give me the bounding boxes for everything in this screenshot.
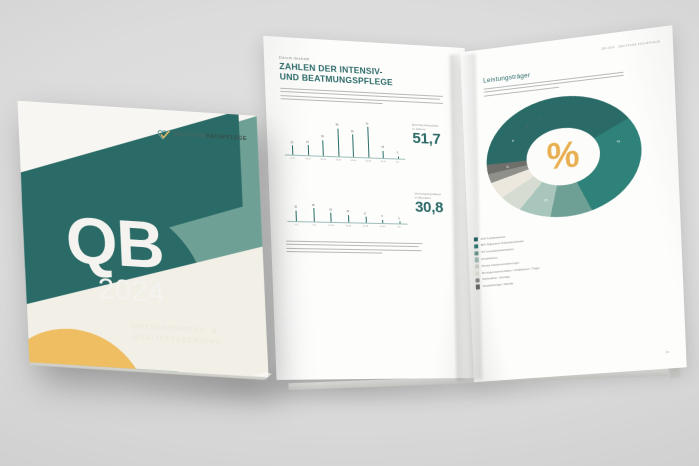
donut-chart-leistungstraeger: % 43 25 11 8 5 4 <box>484 87 645 225</box>
bar-chart-top-bars: 22 24 38 68 55 74 18 6 <box>283 113 405 159</box>
spread-page-right: QB 2024 · DEUTSCHE FACHPFLEGE Leistungst… <box>460 25 687 383</box>
brochure-front-cover: DEUTSCHE FACHPFLEGE QB 2024 UNTERNEHMENS… <box>17 100 272 381</box>
legend-label: Private Krankenversicherungen <box>481 261 520 268</box>
bar-value-label: 18 <box>381 147 385 150</box>
bar-category-label: 25-36 <box>345 224 352 227</box>
legend-label: Ersatzkassen <box>481 256 498 261</box>
cover-logo: DEUTSCHE FACHPFLEGE <box>157 127 247 144</box>
bar-chart-durchschnittsalter: 22 24 38 68 55 74 18 6 0-17 18-29 30-39 40-49 50-59… <box>283 113 406 164</box>
bar <box>382 150 384 159</box>
bar-category-label: 40-49 <box>335 158 342 162</box>
bar-value-label: 68 <box>335 124 339 127</box>
bar-category-label: 49-60 <box>379 225 386 228</box>
legend-label: Sozialhilfeträger / Beihilfe <box>482 282 514 289</box>
bar <box>292 145 294 155</box>
bar <box>330 212 332 222</box>
bar-category-label: 0-17 <box>290 157 295 160</box>
percent-symbol-icon: % <box>545 132 581 178</box>
bar-category-label: 50-59 <box>350 159 357 162</box>
bar-value-label: 6 <box>396 152 399 155</box>
right-page-runhead: QB 2024 · DEUTSCHE FACHPFLEGE <box>601 40 661 51</box>
bar-value-label: 9 <box>381 216 383 219</box>
bar-value-label: 38 <box>320 136 324 139</box>
bar <box>367 127 370 158</box>
cover-title: QB <box>64 202 165 283</box>
bar-chart-bottom-bars: 30 38 26 22 17 9 5 <box>286 186 408 224</box>
bar-category-label: 37-48 <box>362 225 369 228</box>
bar-category-label: 18-29 <box>305 157 311 160</box>
donut-slice-value: 8 <box>512 138 515 144</box>
left-page-intro-text <box>280 87 444 109</box>
bar <box>313 208 315 222</box>
bar-value-label: 38 <box>311 204 315 207</box>
donut-slice-value: 11 <box>505 164 510 169</box>
left-page-footnote-text <box>286 240 423 257</box>
left-page-kicker: Darum deshalb <box>278 55 310 62</box>
donut-slice-value: 25 <box>543 197 548 202</box>
legend-label: Selbstzahler / Sonstige <box>482 275 511 282</box>
right-page-number: 19 <box>665 349 670 355</box>
donut-slice-value: 43 <box>616 138 621 144</box>
legend-swatch <box>473 237 479 242</box>
bar-category-label: 0-6 <box>294 223 298 226</box>
legend-swatch <box>475 284 481 290</box>
legend-label: IKK Innungskrankenkassen <box>481 248 514 255</box>
bar-value-label: 17 <box>363 213 367 216</box>
bar <box>337 128 340 157</box>
bar-category-label: 30-39 <box>320 158 327 161</box>
cover-year: 2024 <box>97 272 166 310</box>
bar-value-label: 55 <box>350 130 354 133</box>
legend-label: AOK Krankenkassen <box>480 235 506 241</box>
checkmark-heart-logo-icon <box>157 127 171 140</box>
bar <box>307 145 309 156</box>
bar <box>352 134 355 157</box>
cover-logo-word-light: DEUTSCHE <box>173 130 207 139</box>
spread-page-left: Darum deshalb ZAHLEN DER INTENSIV- UND B… <box>263 35 478 380</box>
donut-slice-value: 5 <box>526 123 529 129</box>
legend-swatch <box>474 243 479 249</box>
bar-value-label: 26 <box>329 209 332 212</box>
bar <box>322 140 325 156</box>
legend-swatch <box>474 257 479 263</box>
kpi-versorgungsdauer: Versorgungsdauer in Monaten 30,8 <box>414 191 444 217</box>
donut-slice-value: 4 <box>539 116 542 121</box>
donut-legend: AOK Krankenkassen BKK Allgemeine Ortskran… <box>473 231 541 291</box>
cover-artwork: DEUTSCHE FACHPFLEGE QB 2024 UNTERNEHMENS… <box>17 100 269 378</box>
bar-category-label: 60+ <box>397 225 402 229</box>
legend-swatch <box>475 271 480 276</box>
bar-chart-versorgungsdauer: 30 38 26 22 17 9 5 0-6 7-12 13-24 25-36 37-48 49-60… <box>286 186 408 229</box>
bar-category-label: 13-24 <box>328 224 334 227</box>
cover-logo-word-bold: FACHPFLEGE <box>206 132 248 142</box>
bar-category-label: 70-79 <box>380 160 386 163</box>
bar-category-label: 7-12 <box>311 224 317 227</box>
bar-category-label: 60-69 <box>365 159 372 163</box>
bar-value-label: 24 <box>305 141 309 144</box>
bar-value-label: 30 <box>294 206 298 210</box>
bar-value-label: 5 <box>398 218 400 221</box>
kpi-durchschnittsalter: Durchschnittsalter in Jahren 51,7 <box>412 123 441 149</box>
legend-swatch <box>474 250 479 256</box>
legend-swatch <box>474 264 480 269</box>
bar <box>295 210 298 222</box>
bar <box>347 214 350 223</box>
bar-value-label: 74 <box>365 123 369 126</box>
open-brochure-spread: Darum deshalb ZAHLEN DER INTENSIV- UND B… <box>263 25 687 397</box>
bar-value-label: 22 <box>346 210 350 214</box>
kpi-top-value: 51,7 <box>412 129 441 149</box>
kpi-bottom-value: 30,8 <box>414 198 444 217</box>
bar-value-label: 22 <box>290 141 294 145</box>
legend-swatch <box>475 277 480 283</box>
bar-category-label: 80+ <box>396 160 400 164</box>
bar <box>365 216 367 223</box>
